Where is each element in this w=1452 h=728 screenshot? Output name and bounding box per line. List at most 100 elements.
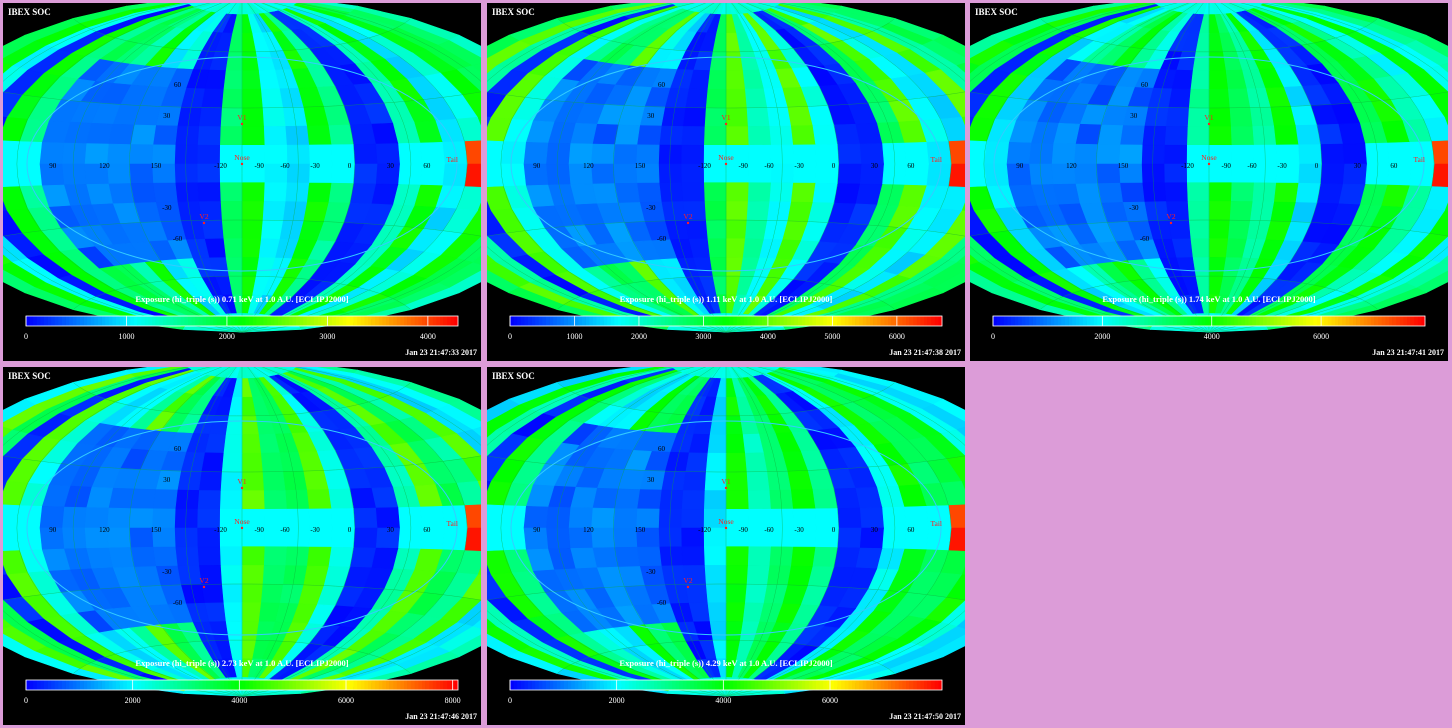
colorbar-segment (65, 316, 70, 326)
header-label: IBEX SOC (8, 7, 51, 17)
colorbar-segment (1252, 316, 1257, 326)
colorbar-segment (353, 316, 358, 326)
colorbar: 0 1000 2000 3000 4000 (24, 315, 459, 341)
heatmap-cell (636, 546, 662, 567)
colorbar-segment (729, 680, 734, 690)
tail-label: Tail (930, 519, 942, 528)
heatmap-cell (353, 163, 378, 185)
colorbar-segment (69, 316, 74, 326)
colorbar-segment (400, 680, 405, 690)
colorbar-segment (711, 316, 716, 326)
v1-label: V1 (1204, 113, 1213, 122)
colorbar-segment (119, 680, 124, 690)
colorbar-segment (404, 680, 408, 690)
colorbar-segment (693, 680, 698, 690)
heatmap-cell (1187, 201, 1210, 221)
heatmap-cell (487, 426, 497, 438)
heatmap-cell (241, 490, 265, 510)
heatmap-cell (306, 546, 332, 567)
heatmap-cell (487, 429, 512, 457)
colorbar-segment (285, 316, 290, 326)
heatmap-cell (129, 527, 154, 548)
colorbar-segment (292, 680, 297, 690)
colorbar-segment (639, 680, 644, 690)
longitude-label: 0 (348, 526, 352, 534)
graticule (970, 3, 1448, 333)
colorbar-tick-label: 5000 (824, 332, 840, 341)
colorbar-segment (371, 680, 376, 690)
colorbar-segment (837, 680, 842, 690)
colorbar-segment (242, 680, 246, 690)
map-outline (26, 420, 458, 636)
heatmap-cell (448, 398, 481, 423)
heatmap-cell (241, 257, 259, 277)
colorbar-segment (517, 680, 522, 690)
colorbar-segment (40, 316, 45, 326)
heatmap-cell (61, 142, 87, 165)
longitude-label: 0 (832, 162, 836, 170)
longitude-label: -90 (255, 526, 265, 534)
heatmap-cell (614, 488, 641, 510)
colorbar-segment (1353, 316, 1357, 326)
colorbar-segment (870, 680, 874, 690)
heatmap-cell (1073, 143, 1098, 165)
colorbar-segment (870, 316, 874, 326)
v1-marker (724, 122, 728, 126)
colorbar-segment (1273, 316, 1278, 326)
colorbar-segment (891, 680, 896, 690)
latitude-label: -30 (162, 204, 172, 212)
colorbar-segment (314, 680, 318, 690)
heatmap-cell (811, 124, 838, 146)
colorbar-segment (740, 316, 745, 326)
heatmap-cell (241, 219, 263, 240)
latitude-label: -60 (1140, 235, 1150, 243)
heatmap-cell (725, 88, 747, 109)
heatmap-cell (590, 507, 615, 529)
colorbar-segment (173, 316, 178, 326)
colorbar-segment (364, 316, 369, 326)
colorbar-segment (1331, 316, 1336, 326)
heatmap-cell (725, 621, 743, 641)
colorbar-segment (1342, 316, 1347, 326)
colorbar-segment (148, 316, 153, 326)
parallel-line (970, 91, 1448, 109)
longitude-label: 90 (49, 526, 57, 534)
colorbar-segment (51, 316, 56, 326)
colorbar-segment (126, 680, 131, 690)
heatmap-cell (1208, 257, 1226, 277)
v1-marker (724, 486, 728, 490)
colorbar-segment (884, 316, 889, 326)
parallel-line (3, 91, 481, 109)
colorbar-segment (418, 316, 423, 326)
colorbar-segment (1140, 316, 1145, 326)
colorbar-segment (1335, 316, 1339, 326)
colorbar-segment (90, 316, 95, 326)
colorbar-segment (794, 316, 799, 326)
v2-marker (202, 585, 206, 589)
heatmap-cell (130, 124, 157, 146)
nose-label: Nose (1201, 153, 1217, 162)
longitude-label: 150 (151, 526, 162, 534)
colorbar-segment (1349, 316, 1354, 326)
heatmap-cell (568, 143, 593, 165)
colorbar-segment (1104, 316, 1109, 326)
heatmap-cell (152, 489, 178, 510)
colorbar-segment (542, 316, 547, 326)
colorbar-segment (94, 680, 99, 690)
colorbar-segment (618, 316, 622, 326)
heatmap-cell (881, 506, 907, 529)
colorbar-segment (335, 316, 340, 326)
colorbar-segment (902, 316, 907, 326)
heatmap-cell (1164, 182, 1188, 202)
colorbar-segment (292, 316, 297, 326)
heatmap-cell (706, 70, 727, 90)
heatmap-cell (666, 327, 727, 333)
colorbar-segment (429, 316, 434, 326)
parallel-line (487, 583, 965, 601)
heatmap-cell (152, 125, 178, 146)
colorbar-segment (281, 316, 286, 326)
colorbar-segment (751, 680, 756, 690)
colorbar-segment (1421, 316, 1426, 326)
colorbar-segment (1137, 316, 1141, 326)
colorbar-segment (1083, 316, 1087, 326)
